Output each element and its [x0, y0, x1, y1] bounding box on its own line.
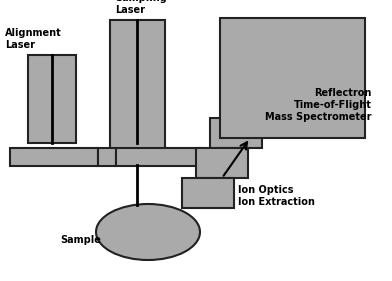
Text: Ion Optics
Ion Extraction: Ion Optics Ion Extraction — [238, 185, 315, 207]
Bar — [116, 148, 204, 166]
Text: Alignment
Laser: Alignment Laser — [5, 28, 62, 50]
Bar — [10, 148, 98, 166]
Bar — [196, 148, 248, 178]
Ellipse shape — [96, 204, 200, 260]
Bar — [98, 148, 116, 166]
Bar — [210, 118, 262, 148]
Bar — [220, 18, 365, 138]
Bar — [182, 178, 234, 208]
Text: Sample: Sample — [60, 235, 101, 245]
Text: Sampling
Laser: Sampling Laser — [115, 0, 167, 15]
Bar — [28, 55, 76, 143]
Text: Reflectron
Time-of-Flight
Mass Spectrometer: Reflectron Time-of-Flight Mass Spectrome… — [265, 89, 372, 122]
Bar — [110, 20, 165, 150]
